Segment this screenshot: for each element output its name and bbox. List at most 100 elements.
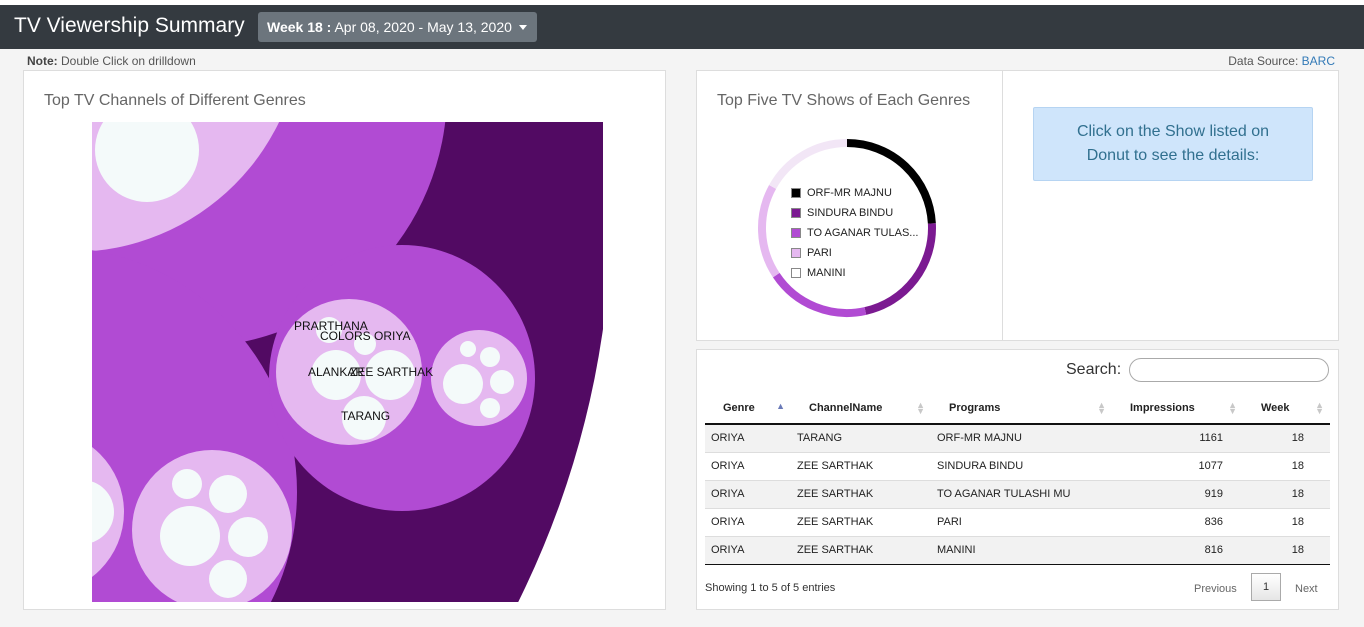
sort-icon: ▲ ▼: [916, 400, 925, 416]
bubble-show[interactable]: [160, 506, 220, 566]
bubble-show[interactable]: [311, 350, 361, 400]
bubble-label-alankar: ALANKAR: [308, 365, 364, 379]
cell-channel: ZEE SARTHAK: [791, 508, 931, 537]
pager-page-1[interactable]: 1: [1251, 573, 1281, 601]
cell-week: 18: [1243, 452, 1330, 481]
legend-swatch: [791, 228, 801, 238]
data-source-link[interactable]: BARC: [1301, 54, 1335, 68]
bubble-show-tarang[interactable]: [342, 396, 386, 440]
bubble-show-top[interactable]: [95, 122, 199, 202]
bubble-label-prarthana: PRARTHANA: [294, 319, 368, 333]
bubble-chart: PRARTHANA COLORS ORIYA ALANKAR ZEE SARTH…: [92, 122, 603, 602]
legend-swatch: [791, 268, 801, 278]
donut-slice[interactable]: [772, 272, 867, 317]
channels-panel-title: Top TV Channels of Different Genres: [44, 92, 306, 109]
cell-week: 18: [1243, 536, 1330, 565]
search-input[interactable]: [1129, 358, 1329, 382]
cell-program: SINDURA BINDU: [931, 452, 1112, 481]
table-info: Showing 1 to 5 of 5 entries: [705, 582, 836, 594]
bubble-show[interactable]: [172, 469, 202, 499]
cell-channel: ZEE SARTHAK: [791, 480, 931, 509]
week-dropdown[interactable]: Week 18 : Apr 08, 2020 - May 13, 2020: [258, 12, 537, 42]
cell-genre: ORIYA: [705, 480, 791, 509]
column-header-programs[interactable]: Programs ▲ ▼: [931, 393, 1112, 425]
table-row[interactable]: ORIYA ZEE SARTHAK PARI 836 18: [705, 508, 1330, 537]
table-row[interactable]: ORIYA ZEE SARTHAK SINDURA BINDU 1077 18: [705, 452, 1330, 481]
cell-program: PARI: [931, 508, 1112, 537]
shows-panel: Top Five TV Shows of Each Genres ORF-MR …: [696, 70, 1339, 341]
info-box-line1: Click on the Show listed on: [1076, 123, 1270, 140]
table-row[interactable]: ORIYA ZEE SARTHAK MANINI 816 18: [705, 536, 1330, 565]
legend-label: MANINI: [807, 267, 846, 279]
bubble-show[interactable]: [460, 341, 476, 357]
cell-genre: ORIYA: [705, 536, 791, 565]
donut-chart[interactable]: [747, 128, 947, 328]
table-row[interactable]: ORIYA TARANG ORF-MR MAJNU 1161 18: [705, 424, 1330, 453]
bubble-show[interactable]: [490, 370, 514, 394]
bubble-show[interactable]: [209, 475, 247, 513]
column-header-label: Genre: [723, 402, 755, 414]
bubble-show[interactable]: [480, 398, 500, 418]
donut-slice[interactable]: [769, 139, 848, 189]
bubble-show-bottom-left[interactable]: [92, 480, 114, 544]
cell-genre: ORIYA: [705, 508, 791, 537]
column-header-week[interactable]: Week ▲ ▼: [1243, 393, 1330, 425]
top-strip: [0, 0, 1364, 5]
column-header-label: Programs: [949, 402, 1001, 414]
cell-channel: ZEE SARTHAK: [791, 452, 931, 481]
data-source-label: Data Source:: [1228, 54, 1299, 68]
cell-channel: ZEE SARTHAK: [791, 536, 931, 565]
legend-swatch: [791, 208, 801, 218]
cell-genre: ORIYA: [705, 424, 791, 453]
legend-label: ORF-MR MAJNU: [807, 187, 892, 199]
bubble-chart-svg: PRARTHANA COLORS ORIYA ALANKAR ZEE SARTH…: [92, 122, 603, 602]
bubble-show[interactable]: [365, 350, 415, 400]
bubble-show[interactable]: [228, 517, 268, 557]
cell-impressions: 816: [1112, 536, 1243, 565]
sort-asc-icon: ▲: [776, 401, 785, 411]
cell-week: 18: [1243, 508, 1330, 537]
note: Note: Double Click on drilldown: [27, 54, 196, 68]
column-header-channel[interactable]: ChannelName ▲ ▼: [791, 393, 931, 425]
bubble-show[interactable]: [443, 364, 483, 404]
pager-previous[interactable]: Previous: [1194, 583, 1237, 595]
cell-week: 18: [1243, 480, 1330, 509]
note-label: Note:: [27, 54, 58, 68]
legend-swatch: [791, 188, 801, 198]
column-header-label: Impressions: [1130, 402, 1195, 414]
cell-impressions: 1161: [1112, 424, 1243, 453]
channels-panel: Top TV Channels of Different Genres: [23, 70, 666, 610]
column-header-label: Week: [1261, 402, 1290, 414]
search-label: Search:: [1066, 361, 1122, 378]
legend-label: TO AGANAR TULAS...: [807, 227, 919, 239]
bubble-show[interactable]: [480, 347, 500, 367]
week-range: Apr 08, 2020 - May 13, 2020: [334, 19, 512, 35]
cell-program: ORF-MR MAJNU: [931, 424, 1112, 453]
donut-slice[interactable]: [846, 139, 936, 224]
bubble-label-zee-sarthak: ZEE SARTHAK: [350, 365, 433, 379]
legend-label: PARI: [807, 247, 832, 259]
legend-swatch: [791, 248, 801, 258]
cell-impressions: 1077: [1112, 452, 1243, 481]
legend-label: SINDURA BINDU: [807, 207, 894, 219]
panel-divider: [1002, 71, 1003, 340]
bubble-label-colors-oriya: COLORS ORIYA: [320, 329, 410, 343]
column-header-genre[interactable]: Genre ▲: [705, 393, 791, 425]
cell-impressions: 836: [1112, 508, 1243, 537]
donut-slice[interactable]: [864, 223, 936, 315]
cell-impressions: 919: [1112, 480, 1243, 509]
table-row[interactable]: ORIYA ZEE SARTHAK TO AGANAR TULASHI MU 9…: [705, 480, 1330, 509]
pager-next[interactable]: Next: [1295, 583, 1318, 595]
column-header-impressions[interactable]: Impressions ▲ ▼: [1112, 393, 1243, 425]
bubble-show[interactable]: [354, 333, 376, 355]
donut-slice[interactable]: [758, 184, 780, 278]
cell-program: TO AGANAR TULASHI MU: [931, 480, 1112, 509]
info-box: Click on the Show listed on Donut to see…: [1033, 107, 1313, 181]
week-label: Week 18 :: [267, 19, 332, 35]
shows-panel-title: Top Five TV Shows of Each Genres: [717, 92, 971, 109]
data-source: Data Source: BARC: [1228, 54, 1335, 68]
note-text: Double Click on drilldown: [61, 54, 196, 68]
bubble-show[interactable]: [209, 560, 247, 598]
app-header: TV Viewership Summary Week 18 : Apr 08, …: [0, 5, 1364, 49]
bubble-show[interactable]: [316, 317, 342, 343]
